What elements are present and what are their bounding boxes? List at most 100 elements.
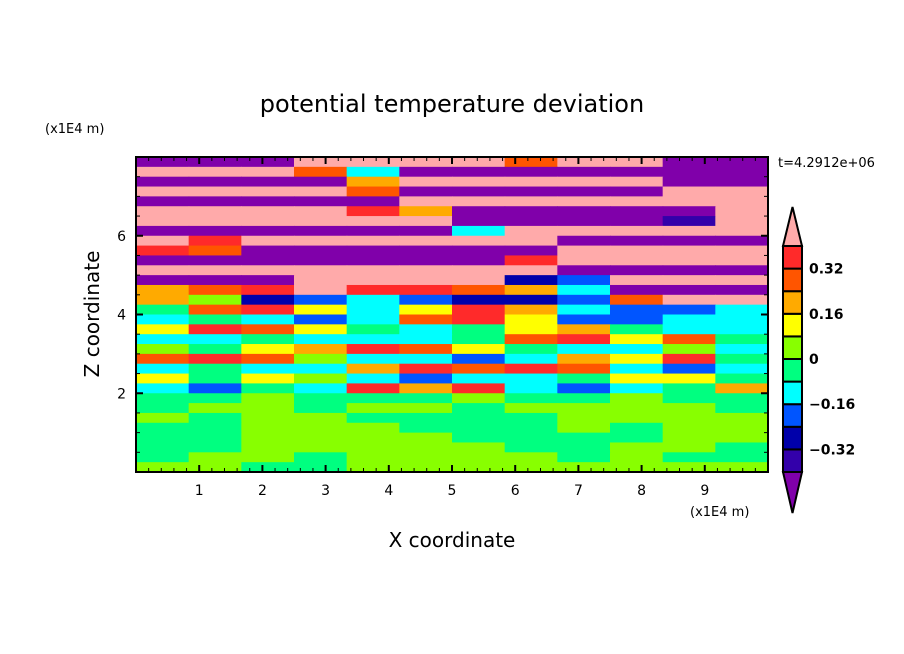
heatmap-cell <box>241 315 294 325</box>
heatmap-cell <box>399 305 452 315</box>
heatmap-cell <box>610 236 663 246</box>
heatmap-cell <box>136 236 189 246</box>
heatmap-cell <box>399 344 452 354</box>
heatmap-cell <box>452 393 505 403</box>
x-tick-label: 3 <box>321 483 330 499</box>
heatmap-cell <box>347 315 400 325</box>
heatmap-cell <box>663 383 716 393</box>
heatmap-cell <box>557 334 610 344</box>
heatmap-cell <box>663 403 716 413</box>
heatmap-cell <box>715 315 768 325</box>
heatmap-cell <box>241 177 294 187</box>
heatmap-cell <box>399 157 452 167</box>
heatmap-cell <box>136 216 189 226</box>
heatmap-cell <box>399 295 452 305</box>
heatmap-cell <box>505 452 558 462</box>
heatmap-cell <box>715 305 768 315</box>
heatmap-cell <box>505 374 558 384</box>
heatmap-cell <box>241 187 294 197</box>
heatmap-cell <box>189 383 242 393</box>
heatmap-cell <box>452 354 505 364</box>
colorbar-label: 0 <box>809 352 819 368</box>
colorbar-extend-min <box>783 472 802 513</box>
heatmap-cell <box>505 285 558 295</box>
y-unit-label: (x1E4 m) <box>45 122 104 137</box>
heatmap-cell <box>505 442 558 452</box>
heatmap-cell <box>294 196 347 206</box>
heatmap-cell <box>715 255 768 265</box>
heatmap-cell <box>189 295 242 305</box>
heatmap-cell <box>399 246 452 256</box>
heatmap-cell <box>189 285 242 295</box>
heatmap-cell <box>399 167 452 177</box>
heatmap-cell <box>241 255 294 265</box>
heatmap-cell <box>189 305 242 315</box>
heatmap-cell <box>663 364 716 374</box>
heatmap-cell <box>663 442 716 452</box>
heatmap-cell <box>347 334 400 344</box>
heatmap-cell <box>399 413 452 423</box>
heatmap-cell <box>715 167 768 177</box>
heatmap-cell <box>136 157 189 167</box>
heatmap-cell <box>189 344 242 354</box>
heatmap-cell <box>452 423 505 433</box>
heatmap-cell <box>189 226 242 236</box>
heatmap-cell <box>557 383 610 393</box>
y-axis-label: Z coordinate <box>80 251 104 378</box>
heatmap-cell <box>663 177 716 187</box>
heatmap-cell <box>347 177 400 187</box>
heatmap-cell <box>505 226 558 236</box>
heatmap-cell <box>136 226 189 236</box>
heatmap-cell <box>241 226 294 236</box>
heatmap-cell <box>610 315 663 325</box>
heatmap-cell <box>241 374 294 384</box>
heatmap-cell <box>189 364 242 374</box>
heatmap-cell <box>610 255 663 265</box>
heatmap-cell <box>452 275 505 285</box>
heatmap-cell <box>610 403 663 413</box>
heatmap-cell <box>189 216 242 226</box>
heatmap-cell <box>505 305 558 315</box>
heatmap-cell <box>663 196 716 206</box>
colorbar-label: −0.16 <box>809 397 855 413</box>
heatmap-cell <box>399 187 452 197</box>
heatmap-cell <box>294 393 347 403</box>
heatmap-cell <box>557 364 610 374</box>
heatmap-cell <box>294 236 347 246</box>
heatmap-cell <box>399 393 452 403</box>
heatmap-cell <box>610 442 663 452</box>
heatmap-cell <box>610 246 663 256</box>
heatmap-cell <box>294 354 347 364</box>
heatmap-cell <box>399 236 452 246</box>
heatmap-cell <box>610 334 663 344</box>
heatmap-cell <box>347 442 400 452</box>
heatmap-cell <box>399 265 452 275</box>
heatmap-cell <box>136 374 189 384</box>
heatmap-cell <box>452 196 505 206</box>
heatmap-cell <box>189 374 242 384</box>
heatmap-cell <box>347 255 400 265</box>
heatmap-cell <box>136 295 189 305</box>
heatmap-cell <box>505 177 558 187</box>
heatmap-cell <box>505 167 558 177</box>
heatmap-cell <box>557 246 610 256</box>
y-tick-label: 6 <box>117 229 126 245</box>
heatmap-cell <box>136 177 189 187</box>
heatmap-cell <box>347 246 400 256</box>
heatmap-cell <box>399 177 452 187</box>
heatmap-cell <box>452 305 505 315</box>
heatmap-cell <box>189 393 242 403</box>
heatmap-cell <box>610 423 663 433</box>
heatmap-cell <box>347 403 400 413</box>
heatmap-cell <box>452 206 505 216</box>
colorbar-cell <box>783 336 802 359</box>
heatmap-cell <box>136 452 189 462</box>
heatmap-cell <box>399 315 452 325</box>
heatmap-cell <box>715 452 768 462</box>
heatmap-cell <box>557 255 610 265</box>
heatmap-cell <box>505 206 558 216</box>
heatmap-cell <box>399 354 452 364</box>
heatmap-cell <box>294 364 347 374</box>
heatmap-cell <box>715 334 768 344</box>
heatmap-cell <box>610 285 663 295</box>
